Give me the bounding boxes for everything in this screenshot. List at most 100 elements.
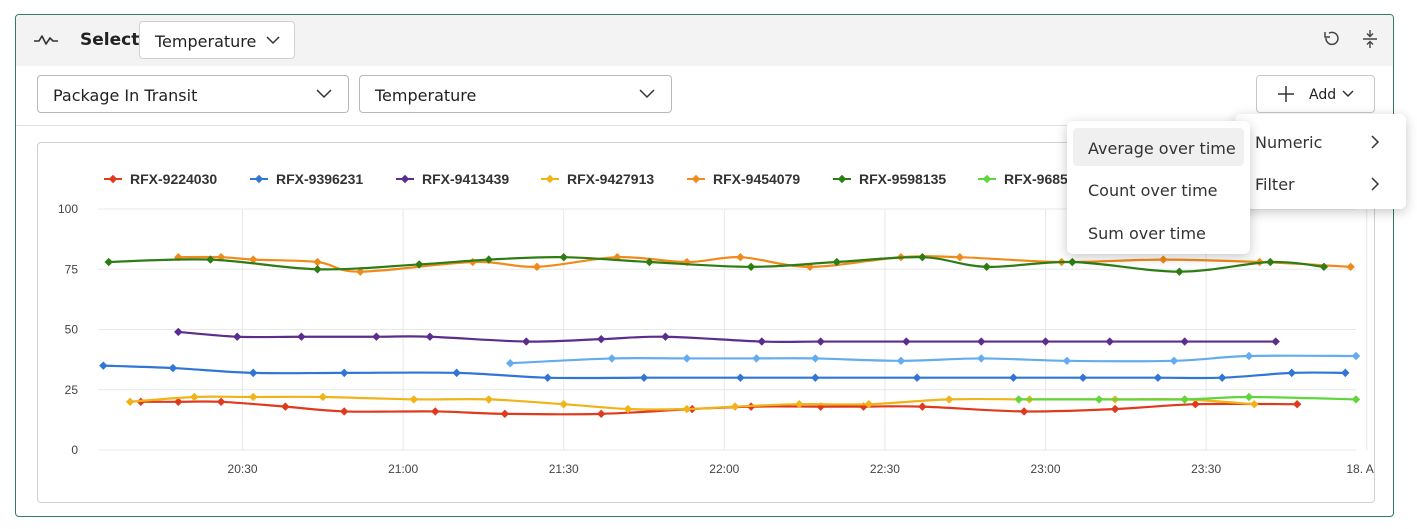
data-point xyxy=(190,392,199,402)
add-menu: Numeric Filter xyxy=(1235,114,1406,209)
data-point xyxy=(661,332,670,341)
legend-item: RFX-9396231 xyxy=(250,171,363,187)
data-point xyxy=(104,257,113,267)
series-rfx-9413439 xyxy=(174,327,1280,346)
series-unlabeled xyxy=(505,351,1361,368)
legend-marker xyxy=(837,174,847,184)
entity-dropdown[interactable]: Package In Transit xyxy=(37,75,349,113)
data-point xyxy=(1351,395,1361,404)
data-point xyxy=(607,354,617,363)
select-label: Select xyxy=(80,30,140,50)
pulse-icon xyxy=(34,35,58,45)
menu-item-numeric[interactable]: Numeric xyxy=(1255,133,1323,152)
data-point xyxy=(500,409,510,419)
chart-widget: Select Temperature Package In Transit Te… xyxy=(15,14,1394,517)
metric-selector-value: Temperature xyxy=(155,32,257,51)
chevron-right-icon xyxy=(1371,135,1380,149)
data-point xyxy=(313,257,322,267)
data-point xyxy=(736,253,745,262)
metric-selector[interactable]: Temperature xyxy=(139,21,295,59)
legend-marker xyxy=(254,174,264,184)
data-point xyxy=(372,332,381,341)
data-point xyxy=(623,404,633,414)
menu-item-average-over-time[interactable]: Average over time xyxy=(1088,139,1236,158)
data-point xyxy=(752,354,761,363)
legend-label: RFX-9396231 xyxy=(276,171,363,187)
data-point xyxy=(318,392,328,402)
data-point xyxy=(174,327,183,337)
legend-marker xyxy=(691,174,701,184)
data-point xyxy=(543,373,552,382)
data-point xyxy=(736,373,745,382)
series-line xyxy=(510,354,1357,365)
data-point xyxy=(795,400,804,409)
data-point xyxy=(1041,337,1050,346)
data-point xyxy=(1287,368,1296,378)
data-point xyxy=(1094,395,1104,404)
data-point xyxy=(1180,337,1189,346)
data-point xyxy=(955,253,965,262)
data-point xyxy=(682,404,692,414)
data-point xyxy=(639,373,649,382)
menu-item-sum-over-time[interactable]: Sum over time xyxy=(1088,224,1206,243)
data-point xyxy=(1346,262,1355,272)
legend-marker xyxy=(982,174,992,184)
data-point xyxy=(918,402,927,411)
collapse-icon[interactable] xyxy=(1360,29,1380,49)
legend-item: RFX-9413439 xyxy=(396,171,509,187)
data-point xyxy=(559,400,568,409)
chevron-down-icon xyxy=(266,36,280,45)
legend-label: RFX-9685 xyxy=(1004,171,1068,187)
undo-icon[interactable] xyxy=(1321,29,1341,49)
y-tick-label: 0 xyxy=(71,443,78,457)
data-point xyxy=(1105,337,1114,346)
data-point xyxy=(425,332,435,341)
data-point xyxy=(1153,373,1163,382)
menu-item-count-over-time[interactable]: Count over time xyxy=(1088,181,1218,200)
data-point xyxy=(232,332,242,341)
data-point xyxy=(452,368,461,378)
series-line xyxy=(108,255,1324,273)
legend-label: RFX-9454079 xyxy=(713,171,800,187)
chevron-down-icon xyxy=(316,89,332,99)
data-point xyxy=(1159,255,1168,264)
data-point xyxy=(613,253,622,262)
property-dropdown[interactable]: Temperature xyxy=(359,75,672,113)
data-point xyxy=(682,354,692,363)
data-point xyxy=(1068,257,1077,267)
data-point xyxy=(409,395,419,404)
data-point xyxy=(532,262,542,272)
legend-label: RFX-9598135 xyxy=(859,171,946,187)
legend-marker xyxy=(108,174,118,184)
widget-toolbar: Select Temperature xyxy=(16,15,1393,66)
data-point xyxy=(168,363,178,373)
add-button-label: Add xyxy=(1309,87,1337,103)
numeric-submenu: Average over time Count over time Sum ov… xyxy=(1067,121,1250,254)
data-point xyxy=(484,255,493,264)
data-point xyxy=(340,407,349,416)
data-point xyxy=(174,397,183,406)
data-point xyxy=(1175,267,1184,276)
data-point xyxy=(1319,262,1329,272)
y-tick-label: 50 xyxy=(65,323,79,337)
chevron-down-icon xyxy=(1342,90,1354,98)
series-rfx-9396231 xyxy=(99,361,1350,382)
data-point xyxy=(1292,400,1302,409)
data-point xyxy=(816,337,825,346)
x-tick-label: 23:00 xyxy=(1030,462,1060,476)
data-point xyxy=(1180,395,1189,404)
data-point xyxy=(559,253,568,262)
data-point xyxy=(1009,373,1018,382)
data-point xyxy=(597,334,606,344)
series-line xyxy=(178,330,1276,344)
line-chart: 20:30 21:00 21:30 22:00 22:30 23:00 23:30 18. A… xyxy=(58,171,1374,476)
add-button[interactable]: Add xyxy=(1256,75,1375,113)
legend-label: RFX-9224030 xyxy=(130,171,217,187)
data-point xyxy=(918,253,927,262)
x-tick-label: 21:00 xyxy=(388,462,418,476)
legend-item: RFX-9454079 xyxy=(687,171,800,187)
data-point xyxy=(811,373,820,382)
menu-item-filter[interactable]: Filter xyxy=(1255,175,1295,194)
data-point xyxy=(1250,400,1259,409)
x-tick-label: 22:00 xyxy=(709,462,739,476)
